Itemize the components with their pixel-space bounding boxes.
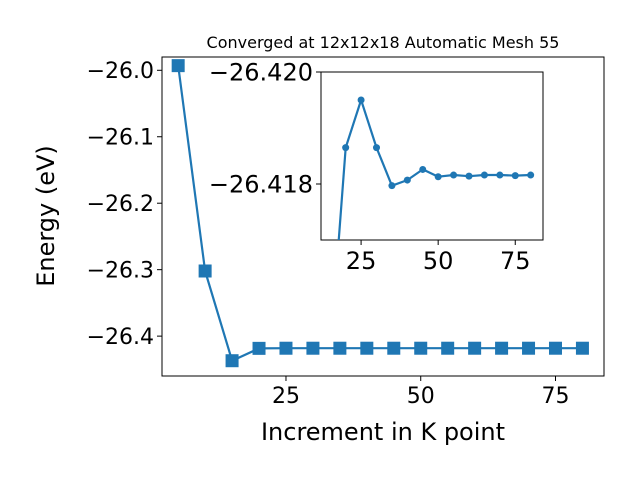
data-point: [306, 341, 320, 355]
main-series: [171, 59, 589, 368]
main-y-ticks: −26.0 −26.1 −26.2 −26.3 −26.4: [87, 59, 162, 350]
data-point: [342, 144, 350, 152]
inset-series: [337, 96, 535, 240]
data-point: [465, 172, 473, 180]
data-point: [387, 341, 401, 355]
x-tick-label: 50: [407, 384, 435, 409]
data-point: [441, 341, 455, 355]
x-tick-label: 25: [272, 384, 300, 409]
data-point: [279, 341, 293, 355]
data-point: [480, 171, 488, 179]
data-point: [434, 173, 442, 181]
y-axis-label: Energy (eV): [32, 145, 60, 287]
data-point: [388, 182, 396, 190]
y-tick-label: −26.4: [87, 325, 154, 350]
data-point: [450, 171, 458, 179]
inset-plot-area: [320, 71, 544, 241]
data-point: [527, 171, 535, 179]
x-tick-label: 75: [500, 247, 531, 275]
y-tick-label: −26.2: [87, 192, 154, 217]
data-point: [548, 341, 562, 355]
data-point: [495, 341, 509, 355]
x-tick-label: 50: [423, 247, 454, 275]
x-axis-label: Increment in K point: [261, 418, 505, 446]
y-tick-label: −26.420: [209, 59, 313, 87]
data-point: [522, 341, 536, 355]
data-point: [403, 176, 411, 184]
inset-chart: 25 50 75 −26.418 −26.420: [209, 59, 544, 275]
data-point: [373, 144, 380, 152]
x-tick-label: 25: [346, 247, 377, 275]
y-tick-label: −26.418: [209, 171, 313, 199]
data-point: [575, 341, 589, 355]
data-point: [419, 165, 427, 173]
y-tick-label: −26.1: [87, 126, 154, 151]
data-point: [496, 171, 504, 179]
data-point: [511, 172, 519, 180]
inset-y-ticks: −26.418 −26.420: [209, 59, 321, 199]
data-point: [333, 341, 347, 355]
data-point: [252, 341, 266, 355]
series-line: [177, 65, 583, 362]
chart-title: Converged at 12x12x18 Automatic Mesh 55: [207, 33, 560, 52]
inset-x-ticks: 25 50 75: [346, 240, 531, 275]
data-point: [468, 341, 482, 355]
y-tick-label: −26.3: [87, 259, 154, 284]
data-point: [360, 341, 374, 355]
x-tick-label: 75: [541, 384, 569, 409]
data-point: [171, 59, 185, 73]
data-point: [414, 341, 428, 355]
y-tick-label: −26.0: [87, 59, 154, 84]
data-point: [225, 354, 239, 368]
data-point: [198, 264, 212, 278]
main-x-ticks: 25 50 75: [272, 376, 569, 409]
data-point: [357, 96, 365, 104]
